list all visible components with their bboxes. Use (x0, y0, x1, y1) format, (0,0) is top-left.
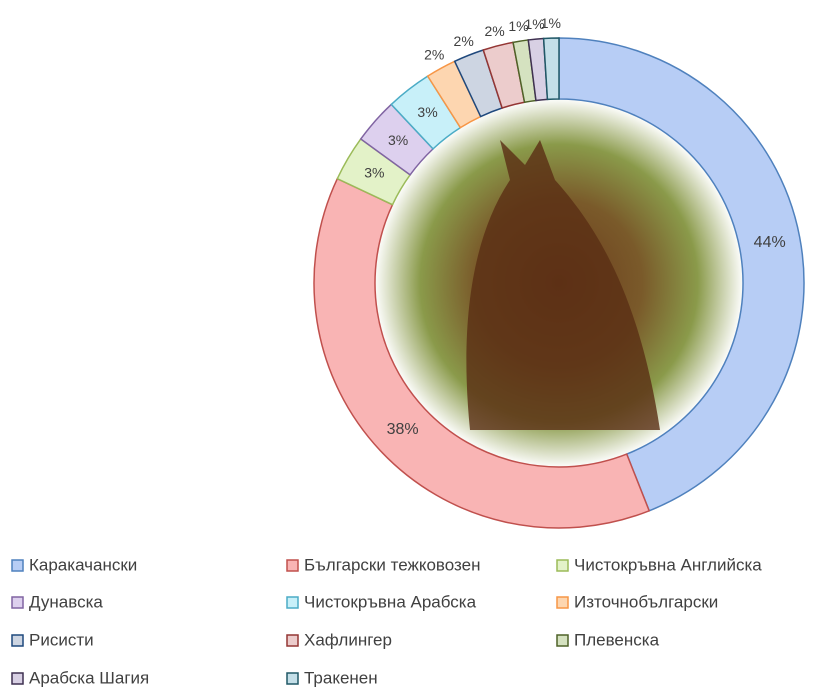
data-label: 38% (387, 421, 419, 438)
data-label: 2% (484, 23, 504, 39)
data-label: 2% (454, 33, 474, 49)
legend-label: Хафлингер (304, 630, 392, 649)
legend-marker (287, 597, 298, 608)
legend-label: Български тежковозен (304, 555, 480, 574)
legend-label: Чистокръвна Арабска (304, 592, 477, 611)
legend-label: Плевенска (574, 630, 660, 649)
legend-label: Каракачански (29, 555, 137, 574)
data-label: 3% (388, 132, 408, 148)
legend-marker (12, 635, 23, 646)
data-label: 1% (541, 15, 561, 31)
legend-label: Дунавска (29, 592, 103, 611)
legend-marker (12, 597, 23, 608)
legend-marker (557, 597, 568, 608)
data-label: 3% (417, 104, 437, 120)
legend-marker (287, 635, 298, 646)
legend-marker (557, 560, 568, 571)
data-label: 3% (364, 165, 384, 181)
legend-label: Рисисти (29, 630, 94, 649)
legend-label: Чистокръвна Английска (574, 555, 762, 574)
legend-marker (287, 560, 298, 571)
data-label: 44% (754, 234, 786, 251)
legend-marker (12, 673, 23, 684)
legend-label: Арабска Шагия (29, 668, 149, 687)
data-label: 2% (424, 47, 444, 63)
legend-marker (12, 560, 23, 571)
legend-label: Източнобългарски (574, 592, 718, 611)
legend-marker (287, 673, 298, 684)
legend-marker (557, 635, 568, 646)
legend-label: Тракенен (304, 668, 378, 687)
chart: 44%38%3%3%3%2%2%2%1%1%1%КаракачанскиБълг… (0, 0, 819, 691)
